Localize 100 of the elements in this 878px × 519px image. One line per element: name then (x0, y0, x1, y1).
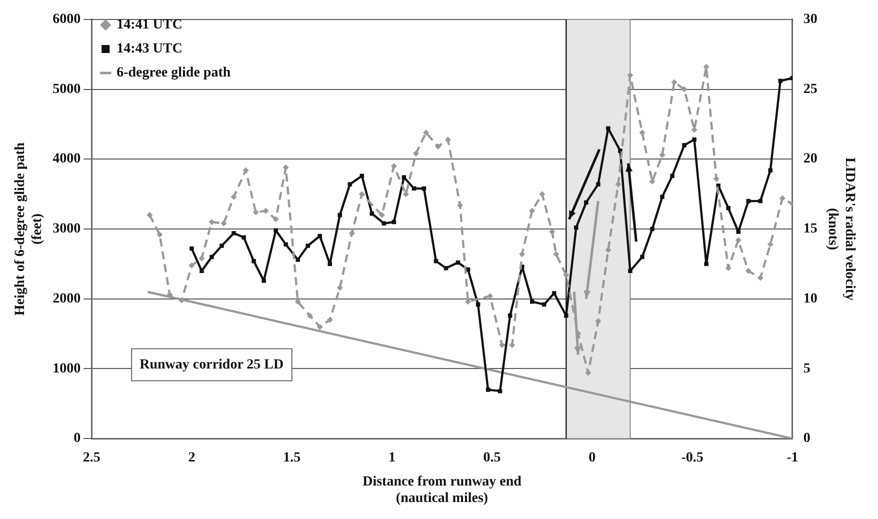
point (200, 268, 204, 274)
point (691, 126, 698, 133)
point (596, 182, 600, 186)
point (242, 235, 246, 240)
point (650, 226, 654, 232)
point (274, 228, 278, 233)
point (188, 262, 195, 268)
y-tick-label: 2000 (52, 291, 81, 306)
y-axis-title: Height of 6-degree glide path (feet) (13, 142, 45, 316)
point (682, 143, 686, 148)
point (326, 316, 333, 323)
legend-label: 6-degree glide path (116, 66, 231, 81)
point (736, 230, 740, 234)
point (584, 200, 588, 205)
point (767, 241, 774, 248)
point (294, 298, 301, 305)
point (660, 194, 664, 199)
x-tick-label: 0.5 (483, 450, 501, 466)
point (758, 198, 762, 204)
point (358, 191, 365, 198)
x-tick-label: -0.5 (681, 450, 704, 466)
point (336, 284, 343, 291)
point (390, 163, 397, 170)
point (296, 258, 300, 262)
y2-tick-label: 25 (803, 82, 818, 97)
point (519, 251, 526, 258)
y2-axis-title: LIDAR's radial velocity (knots) (825, 157, 857, 301)
point (640, 254, 644, 260)
point (539, 191, 546, 198)
y2-tick-label: 5 (803, 361, 810, 376)
point (628, 268, 632, 274)
y2-tick-label: 0 (803, 431, 810, 446)
point (486, 388, 490, 392)
point (553, 251, 560, 258)
point (434, 144, 441, 150)
point (768, 168, 772, 172)
point (606, 126, 610, 131)
point (757, 274, 764, 281)
point (272, 216, 279, 222)
point (306, 244, 310, 248)
point (252, 259, 256, 264)
point (146, 212, 153, 218)
x-tick-label: 1.5 (283, 450, 301, 466)
x-axis-title: Distance from runway end (nautical miles) (362, 474, 522, 506)
point (726, 206, 730, 210)
point (649, 178, 656, 184)
point (530, 300, 534, 304)
point (198, 255, 205, 262)
point (318, 234, 322, 238)
x-tick-label: 0 (588, 450, 596, 466)
point (563, 272, 570, 278)
point (670, 174, 674, 178)
point (529, 208, 536, 214)
point (370, 212, 374, 216)
x-tick-label: 2.5 (82, 450, 100, 466)
point (252, 209, 259, 216)
annotation: Runway corridor 25 LD (140, 357, 284, 372)
point (262, 278, 266, 283)
point (681, 86, 688, 92)
y-tick-label: 4000 (52, 152, 81, 167)
y-tick-label: 0 (74, 431, 81, 446)
y-tick-label: 3000 (52, 222, 81, 237)
point (779, 195, 786, 202)
point (348, 182, 352, 186)
point (692, 137, 696, 142)
point (316, 324, 323, 330)
y-tick-label: 5000 (52, 82, 81, 97)
point (487, 293, 494, 300)
point (552, 291, 556, 296)
point (508, 314, 512, 318)
point (703, 64, 710, 70)
point (746, 198, 750, 204)
x-tick-label: 1 (388, 450, 396, 466)
point (220, 244, 224, 248)
point (210, 254, 214, 260)
x-tick-label: -1 (786, 450, 798, 466)
point (745, 268, 752, 274)
legend-label: 14:41 UTC (116, 18, 182, 33)
y2-tick-label: 20 (803, 152, 818, 167)
point (434, 259, 438, 264)
point (574, 225, 578, 230)
point (735, 237, 742, 244)
point (564, 314, 568, 318)
point (402, 175, 406, 180)
y2-tick-label: 30 (803, 12, 818, 28)
y-tick-label: 6000 (52, 12, 81, 28)
legend-label: 14:43 UTC (116, 42, 182, 57)
point (595, 318, 602, 324)
point (306, 312, 313, 319)
y-tick-label: 1000 (52, 361, 81, 376)
point (422, 130, 429, 136)
point (704, 262, 708, 266)
point (378, 212, 385, 218)
point (220, 220, 227, 226)
point (190, 246, 194, 251)
x-tick-label: 2 (188, 450, 196, 466)
point (402, 191, 409, 198)
y2-tick-label: 10 (803, 291, 818, 306)
point (284, 242, 288, 246)
point (156, 232, 163, 238)
